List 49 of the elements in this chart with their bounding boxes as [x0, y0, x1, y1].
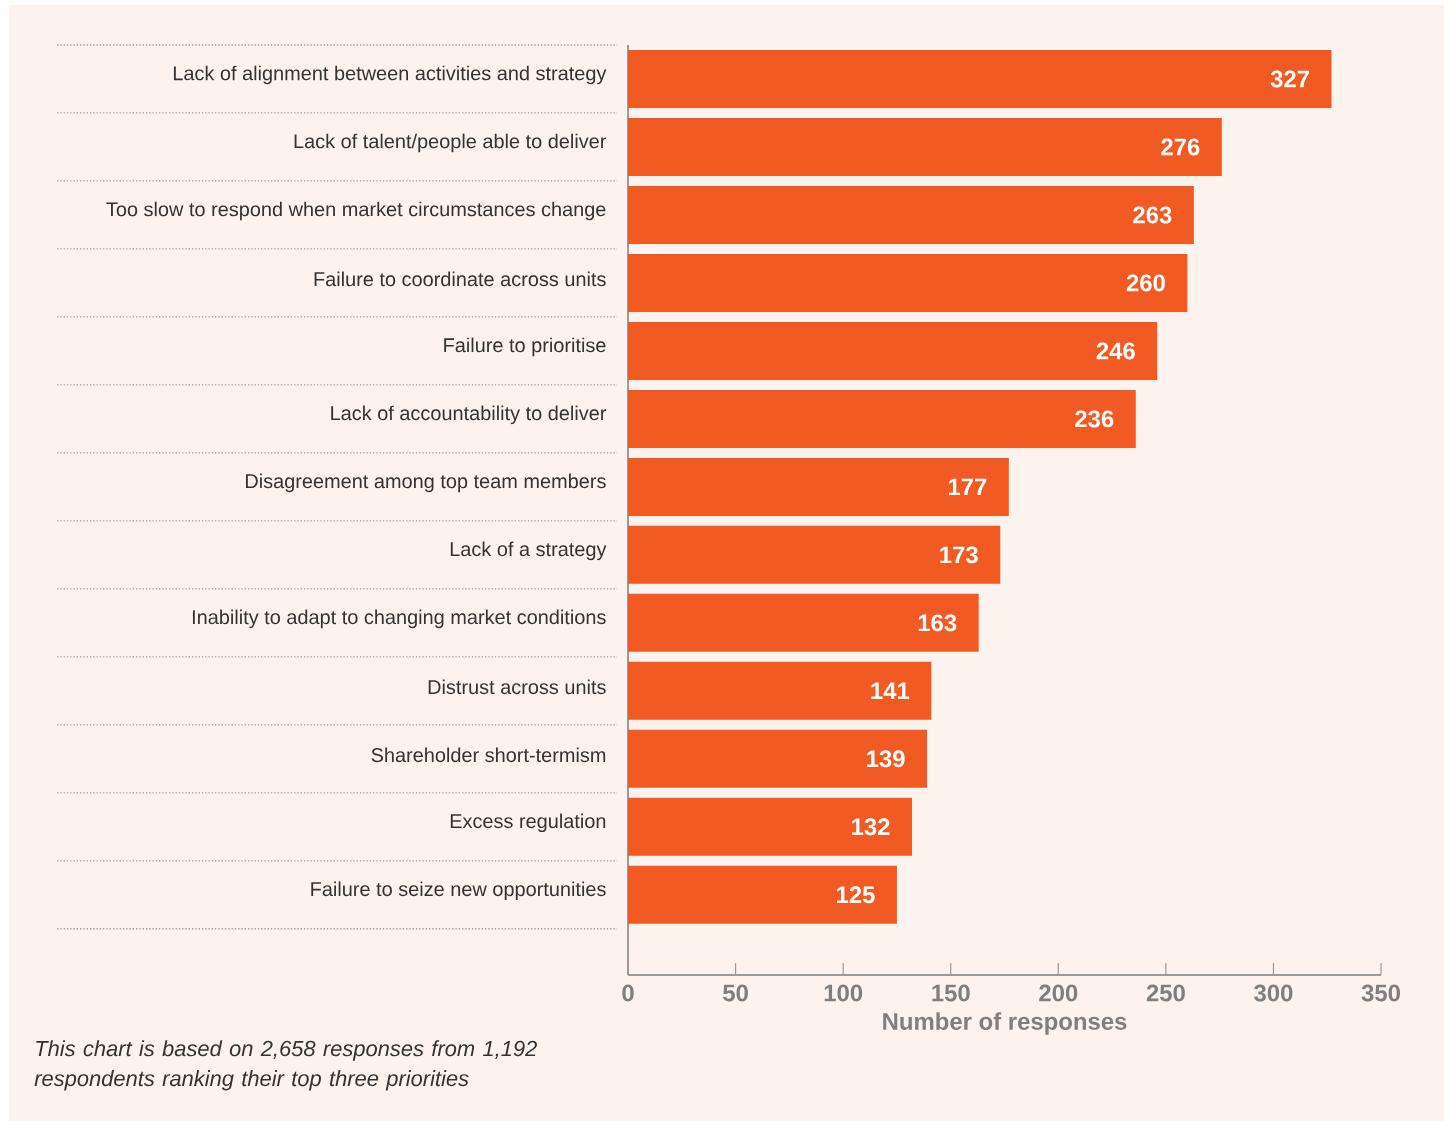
text: This chart is based on 2,658 responses from 1,192 respondents ranking their top three priorities	[34, 1040, 537, 1091]
x-tick-label: 200	[1039, 984, 1078, 1002]
data-label: 236	[1075, 410, 1114, 428]
bar	[628, 865, 897, 924]
bar	[628, 185, 1194, 244]
y-tick-label: Failure to prioritise	[444, 337, 606, 357]
y-tick-label: Lack of talent/people able to deliver	[294, 133, 607, 153]
y-tick-label: Distrust across units	[428, 679, 606, 695]
data-label: 163	[918, 614, 957, 632]
bar	[628, 49, 1332, 108]
bar	[628, 117, 1222, 176]
bar	[628, 593, 979, 652]
x-tick-label: 100	[824, 984, 863, 1002]
data-label: 327	[1270, 70, 1309, 88]
bar	[628, 321, 1158, 380]
y-tick-label: Excess regulation	[450, 813, 606, 833]
y-tick-label: Too slow to respond when market circumstances change	[106, 201, 606, 221]
data-label: 132	[852, 818, 890, 836]
data-label: 177	[948, 478, 987, 496]
x-tick-label: 150	[932, 984, 970, 1002]
x-tick-label: 0	[622, 984, 634, 1002]
data-label: 276	[1161, 138, 1200, 156]
bar	[628, 253, 1188, 312]
data-label: 263	[1133, 206, 1172, 224]
y-tick-label: Shareholder short-termism	[371, 747, 606, 763]
data-label: 141	[871, 682, 910, 700]
y-tick-label: Inability to adapt to changing market conditions	[192, 609, 606, 629]
bar	[628, 797, 912, 856]
data-label: 246	[1096, 342, 1135, 360]
y-tick-label: Lack of accountability to deliver	[331, 405, 607, 425]
bar	[628, 389, 1136, 448]
y-tick-label: Lack of a strategy	[450, 541, 607, 561]
bar	[628, 457, 1009, 516]
x-axis-title: Number of responses	[883, 1012, 1127, 1035]
bar	[628, 525, 1001, 584]
y-tick-label: Disagreement among top team members	[245, 473, 606, 493]
x-tick-label: 250	[1146, 984, 1185, 1002]
bar	[628, 729, 928, 788]
data-label: 260	[1126, 274, 1165, 292]
data-label: 125	[837, 886, 875, 904]
x-tick-label: 350	[1361, 984, 1400, 1002]
y-tick-label: Failure to coordinate across units	[314, 271, 606, 287]
data-label: 173	[940, 546, 978, 564]
y-tick-label: Lack of alignment between activities and strategy	[173, 65, 607, 85]
x-tick-label: 50	[723, 984, 748, 1002]
x-tick-label: 300	[1254, 984, 1293, 1002]
y-tick-label: Failure to seize new opportunities	[311, 881, 606, 901]
data-label: 139	[867, 750, 905, 768]
bar	[628, 661, 932, 720]
